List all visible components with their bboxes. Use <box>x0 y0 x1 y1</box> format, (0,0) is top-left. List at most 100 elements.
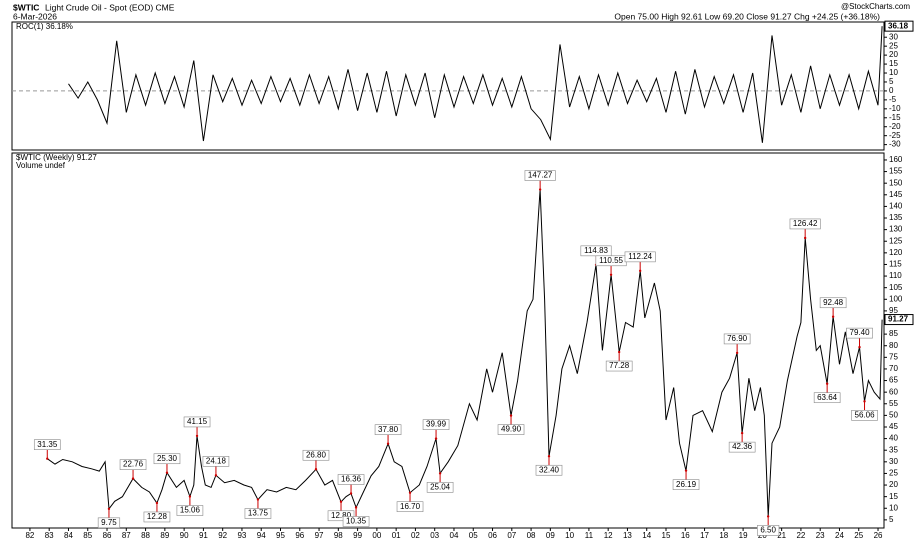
y-tick-label: 5 <box>889 515 894 524</box>
annotation-label: 76.90 <box>727 334 748 343</box>
annotation-box <box>97 517 121 529</box>
x-tick-label: 84 <box>64 531 73 540</box>
annotation-label: 25.04 <box>430 482 451 491</box>
y-tick-label: 0 <box>889 86 894 95</box>
x-tick-label: 11 <box>585 531 594 540</box>
annotation-point <box>195 434 199 438</box>
x-tick-label: 07 <box>507 531 516 540</box>
y-tick-label: 35 <box>889 445 898 454</box>
annotation-point <box>188 495 192 498</box>
y-tick-label: 135 <box>889 213 903 222</box>
annotation-box <box>524 170 556 181</box>
annotation-label: 63.64 <box>817 393 838 402</box>
y-tick-label: 25 <box>889 469 898 478</box>
y-tick-label: 70 <box>889 364 898 373</box>
annotation-box <box>153 453 181 465</box>
y-tick-label: 30 <box>889 32 898 41</box>
last-value-box <box>884 20 914 32</box>
annotation-box <box>202 456 230 467</box>
annotation-label: 22.76 <box>123 460 144 469</box>
annotation-point <box>386 442 390 445</box>
y-tick-label: 55 <box>889 399 898 408</box>
x-tick-label: 83 <box>45 531 54 540</box>
annotation-point <box>107 507 111 511</box>
y-tick-label: 145 <box>889 190 903 199</box>
y-tick-label: -10 <box>889 104 901 113</box>
roc-legend: ROC(1) 36.18% <box>16 22 73 31</box>
y-tick-label: 100 <box>889 294 903 303</box>
x-tick-label: 26 <box>874 531 883 540</box>
instrument-name: Light Crude Oil - Spot (EOD) CME <box>45 2 175 12</box>
date: 6-Mar-2026 <box>13 11 57 21</box>
annotation-label: 92.48 <box>823 298 844 307</box>
y-tick-label: 140 <box>889 202 903 211</box>
x-tick-label: 96 <box>295 531 304 540</box>
annotation-point <box>408 491 412 494</box>
x-tick-label: 25 <box>854 531 863 540</box>
annotation-box <box>497 424 525 435</box>
annotation-point <box>46 457 49 460</box>
x-tick-label: 02 <box>411 531 420 540</box>
x-tick-label: 19 <box>739 531 748 540</box>
annotation-box <box>119 459 147 470</box>
y-tick-label: 20 <box>889 50 898 59</box>
price-line <box>47 189 883 517</box>
y-tick-label: 20 <box>889 480 898 489</box>
x-tick-label: 98 <box>334 531 343 540</box>
annotation-label: 24.18 <box>206 456 227 465</box>
annotation-label: 13.75 <box>248 509 269 518</box>
x-tick-label: 12 <box>604 531 613 540</box>
last-value-label: 91.27 <box>888 315 909 324</box>
annotation-label: 31.35 <box>37 440 58 449</box>
annotation-label: 112.24 <box>628 252 652 261</box>
x-tick-label: 86 <box>103 531 112 540</box>
y-tick-label: 150 <box>889 178 903 187</box>
annotation-box <box>728 441 756 453</box>
y-tick-label: 95 <box>889 306 898 315</box>
annotation-label: 26.80 <box>306 450 327 459</box>
annotation-point <box>803 236 807 240</box>
x-tick-label: 89 <box>160 531 169 540</box>
annotation-box <box>302 449 330 461</box>
y-tick-label: 10 <box>889 503 898 512</box>
annotation-box <box>342 516 370 527</box>
annotation-point <box>638 269 642 273</box>
annotation-box <box>851 410 878 421</box>
annotation-box <box>374 424 402 436</box>
annotation-box <box>244 508 272 519</box>
x-tick-label: 85 <box>83 531 92 540</box>
y-tick-label: 5 <box>889 77 894 86</box>
annotation-label: 77.28 <box>609 361 630 370</box>
annotation-point <box>766 515 770 518</box>
annotation-box <box>426 482 454 493</box>
y-tick-label: 15 <box>889 492 898 501</box>
x-tick-label: 14 <box>642 531 651 540</box>
annotation-point <box>434 437 438 440</box>
annotation-label: 10.35 <box>346 517 367 526</box>
annotation-label: 12.80 <box>331 511 352 520</box>
y-tick-label: 155 <box>889 167 903 176</box>
annotation-box <box>813 392 841 404</box>
annotation-label: 37.80 <box>378 425 399 434</box>
annotation-point <box>214 474 218 477</box>
annotation-label: 9.75 <box>101 518 117 527</box>
annotation-label: 25.30 <box>157 454 178 463</box>
annotation-label: 147.27 <box>528 171 553 180</box>
x-tick-label: 16 <box>681 531 690 540</box>
annotation-label: 114.83 <box>584 246 608 255</box>
annotation-point <box>131 477 135 480</box>
roc-panel <box>11 21 885 151</box>
volume-legend: Volume undef <box>16 161 66 170</box>
x-tick-label: 87 <box>122 531 131 540</box>
x-tick-label: 88 <box>141 531 150 540</box>
x-tick-label: 93 <box>237 531 246 540</box>
annotation-label: 32.40 <box>539 465 560 474</box>
annotation-box <box>757 525 780 536</box>
annotation-box <box>143 511 171 523</box>
annotation-label: 42.36 <box>732 442 753 451</box>
annotation-label: 15.06 <box>180 506 201 515</box>
y-tick-label: 75 <box>889 352 898 361</box>
x-tick-label: 95 <box>276 531 285 540</box>
y-tick-label: -5 <box>889 95 897 104</box>
x-tick-label: 82 <box>25 531 34 540</box>
